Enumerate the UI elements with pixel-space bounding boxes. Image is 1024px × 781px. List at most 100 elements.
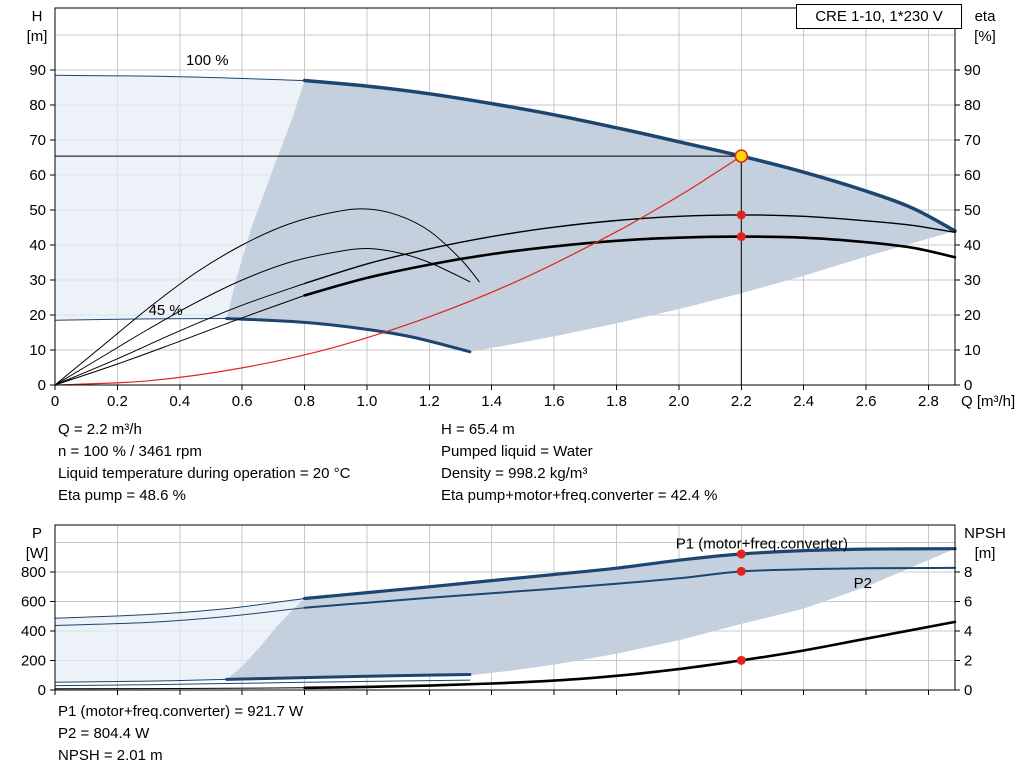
tick-label: 0.2 [107, 393, 128, 410]
y-right-axis-unit: [m] [975, 545, 996, 562]
info-line: P2 = 804.4 W [58, 725, 150, 742]
tick-label: 40 [29, 237, 46, 254]
tick-label: 8 [964, 564, 972, 581]
pump-model-title: CRE 1-10, 1*230 V [796, 4, 962, 29]
info-line: NPSH = 2.01 m [58, 747, 163, 764]
tick-label: 0.8 [294, 393, 315, 410]
tick-label: 200 [21, 653, 46, 670]
tick-label: 2.0 [668, 393, 689, 410]
value-dot-marker [736, 566, 746, 576]
duty-info-right: H = 65.4 m Pumped liquid = Water Density =… [441, 419, 717, 507]
tick-label: 70 [964, 132, 981, 149]
value-dot-marker [736, 655, 746, 665]
curve-label: 45 % [149, 302, 183, 319]
tick-label: 10 [29, 342, 46, 359]
eta-pump-45pct [54, 208, 480, 386]
info-line: H = 65.4 m [441, 421, 515, 438]
tick-label: 90 [29, 62, 46, 79]
y-left-axis-label: P [32, 525, 42, 542]
pump-curve-100-lead [54, 74, 306, 81]
min-power-lead [54, 678, 228, 683]
tick-label: 0 [38, 377, 46, 394]
power-envelope-dark [226, 548, 956, 680]
tick-label: 6 [964, 594, 972, 611]
tick-label: 1.6 [544, 393, 565, 410]
duty-point-marker [734, 149, 749, 163]
y-left-axis-unit: [m] [27, 28, 48, 45]
tick-label: 60 [964, 167, 981, 184]
info-line: Q = 2.2 m³/h [58, 421, 142, 438]
power-envelope-light [55, 598, 305, 683]
tick-label: 0.6 [232, 393, 253, 410]
duty-info-left: Q = 2.2 m³/h n = 100 % / 3461 rpm Liquid t… [58, 419, 350, 507]
tick-label: 800 [21, 564, 46, 581]
p-npsh-chart: 0 200 400 600 800 0 2 4 6 8 P [W] NPSH [m] P1 (motor+f… [21, 524, 1006, 699]
h-q-chart: 0 10 20 30 40 50 60 70 80 90 0 10 20 30 40 50 60 70 80 90 0 0… [27, 7, 1015, 410]
tick-label: 20 [964, 307, 981, 324]
tick-label: 60 [29, 167, 46, 184]
p1-curve [303, 547, 957, 601]
tick-label: 0.4 [169, 393, 190, 410]
power-info: P1 (motor+freq.converter) = 921.7 W P2 = … [58, 701, 303, 767]
info-line: Liquid temperature during operation = 20… [58, 465, 351, 482]
y-right-axis-unit: [%] [974, 28, 996, 45]
pump-curve-min [225, 317, 472, 354]
plot-frame [54, 524, 956, 691]
axis-ticks: 0 200 400 600 800 0 2 4 6 8 P [W] NPSH [m] [21, 525, 1006, 699]
tick-label: 50 [964, 202, 981, 219]
y-right-axis-label: NPSH [964, 525, 1006, 542]
info-line: Eta pump = 48.6 % [58, 487, 186, 504]
min-power2-curve [54, 679, 471, 687]
tick-label: 0 [51, 393, 59, 410]
tick-label: 80 [964, 97, 981, 114]
tick-label: 1.8 [606, 393, 627, 410]
affinity-curve [54, 155, 742, 386]
min-power-curve [225, 673, 472, 681]
tick-label: 1.2 [419, 393, 440, 410]
tick-label: 2.4 [793, 393, 814, 410]
tick-label: 10 [964, 342, 981, 359]
npsh-lead [54, 687, 306, 690]
p1-lead [54, 598, 306, 619]
p2-curve [303, 566, 956, 609]
tick-label: 0 [38, 682, 46, 699]
info-line: n = 100 % / 3461 rpm [58, 443, 202, 460]
tick-label: 90 [964, 62, 981, 79]
tick-label: 400 [21, 623, 46, 640]
curve-label: 100 % [186, 52, 229, 69]
eta-total-curve [303, 235, 957, 297]
npsh-curve [303, 620, 957, 690]
value-dot-marker [736, 210, 746, 220]
pump-curve-100 [302, 78, 957, 233]
tick-label: 2.2 [731, 393, 752, 410]
tick-label: 2.8 [918, 393, 939, 410]
info-line: P1 (motor+freq.converter) = 921.7 W [58, 703, 304, 720]
tick-label: 1.0 [357, 393, 378, 410]
tick-label: 4 [964, 623, 972, 640]
info-line: Eta pump+motor+freq.converter = 42.4 % [441, 487, 718, 504]
p2-lead [54, 607, 306, 626]
tick-label: 600 [21, 594, 46, 611]
tick-label: 20 [29, 307, 46, 324]
info-line: Density = 998.2 kg/m³ [441, 465, 588, 482]
x-axis-label: Q [m³/h] [961, 393, 1015, 410]
tick-label: 2 [964, 653, 972, 670]
tick-label: 30 [964, 272, 981, 289]
eta-total-45pct [54, 247, 471, 386]
tick-label: 1.4 [481, 393, 502, 410]
operating-envelope-light [55, 75, 305, 321]
info-line: Pumped liquid = Water [441, 443, 593, 460]
eta-total-lead [54, 294, 306, 386]
y-right-axis-label: eta [975, 8, 997, 25]
tick-label: 2.6 [856, 393, 877, 410]
tick-label: 40 [964, 237, 981, 254]
plot-frame [54, 7, 956, 386]
operating-envelope-dark [226, 80, 956, 352]
tick-label: 0 [964, 682, 972, 699]
tick-label: 80 [29, 97, 46, 114]
tick-label: 70 [29, 132, 46, 149]
value-dot-marker [736, 232, 746, 242]
eta-pump-lead [54, 283, 306, 386]
